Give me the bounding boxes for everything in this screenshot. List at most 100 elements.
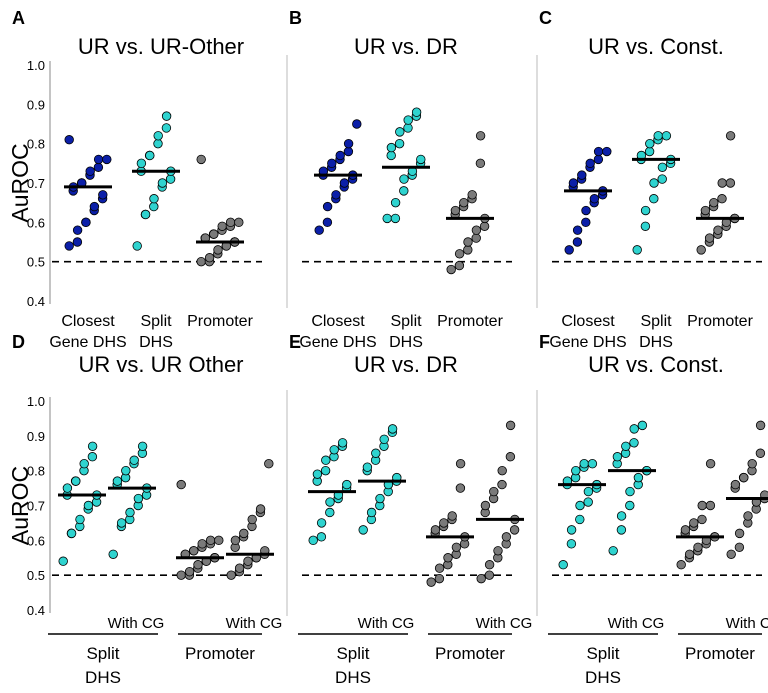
data-point bbox=[383, 214, 392, 223]
data-point bbox=[330, 445, 339, 454]
data-point bbox=[315, 226, 324, 235]
data-point bbox=[455, 261, 464, 270]
data-point bbox=[215, 536, 224, 545]
data-point bbox=[322, 456, 331, 465]
data-point bbox=[313, 470, 322, 479]
data-point bbox=[710, 198, 719, 207]
data-point bbox=[440, 519, 449, 528]
data-point bbox=[622, 442, 631, 451]
data-point bbox=[506, 421, 515, 430]
x-category-label: Split DHS bbox=[139, 313, 173, 351]
data-point bbox=[126, 508, 135, 517]
x-category-label: Closest Gene DHS bbox=[49, 313, 126, 351]
data-point bbox=[447, 265, 456, 274]
data-point bbox=[84, 501, 93, 510]
x-group-label: Split DHS bbox=[585, 644, 621, 687]
data-point bbox=[572, 466, 581, 475]
x-category-label: With CG bbox=[476, 615, 533, 632]
data-point bbox=[235, 564, 244, 573]
data-point bbox=[697, 246, 706, 255]
panel-title: UR vs. DR bbox=[354, 352, 458, 377]
data-point bbox=[338, 439, 347, 448]
data-point bbox=[617, 512, 626, 521]
data-point bbox=[162, 124, 171, 133]
data-point bbox=[748, 459, 757, 468]
y-tick-label: 0.9 bbox=[27, 97, 45, 112]
data-point bbox=[701, 206, 710, 215]
data-point bbox=[658, 175, 667, 184]
panel-title: UR vs. DR bbox=[354, 34, 458, 59]
data-point bbox=[594, 155, 603, 164]
data-point bbox=[177, 571, 186, 580]
data-point bbox=[490, 487, 499, 496]
data-point bbox=[344, 147, 353, 156]
data-point bbox=[134, 494, 143, 503]
data-point bbox=[404, 116, 413, 125]
data-point bbox=[646, 139, 655, 148]
data-point bbox=[185, 567, 194, 576]
panel-label: B bbox=[289, 8, 302, 28]
data-point bbox=[162, 112, 171, 121]
x-group-label: Split DHS bbox=[85, 644, 121, 687]
data-point bbox=[166, 175, 175, 184]
data-point bbox=[567, 540, 576, 549]
data-point bbox=[59, 557, 68, 566]
data-point bbox=[626, 501, 635, 510]
data-point bbox=[194, 560, 203, 569]
data-point bbox=[584, 498, 593, 507]
data-point bbox=[576, 501, 585, 510]
data-point bbox=[427, 578, 436, 587]
data-point bbox=[706, 501, 715, 510]
data-point bbox=[756, 421, 765, 430]
panel-title: UR vs. Const. bbox=[588, 352, 724, 377]
data-point bbox=[645, 147, 654, 156]
data-point bbox=[582, 206, 591, 215]
data-point bbox=[138, 442, 147, 451]
data-point bbox=[588, 459, 597, 468]
data-point bbox=[227, 571, 236, 580]
data-point bbox=[109, 550, 118, 559]
data-point bbox=[506, 452, 515, 461]
data-point bbox=[88, 452, 97, 461]
data-point bbox=[464, 238, 473, 247]
data-point bbox=[706, 459, 715, 468]
data-point bbox=[344, 139, 353, 148]
data-point bbox=[510, 526, 519, 535]
data-point bbox=[363, 463, 372, 472]
data-point bbox=[435, 574, 444, 583]
data-point bbox=[387, 151, 396, 160]
data-point bbox=[578, 171, 587, 180]
data-point bbox=[650, 194, 659, 203]
data-point bbox=[158, 179, 167, 188]
data-point bbox=[343, 480, 352, 489]
data-point bbox=[464, 246, 473, 255]
data-point bbox=[613, 452, 622, 461]
data-point bbox=[654, 132, 663, 141]
data-point bbox=[244, 557, 253, 566]
data-point bbox=[641, 206, 650, 215]
data-point bbox=[735, 543, 744, 552]
data-point bbox=[586, 159, 595, 168]
data-point bbox=[698, 515, 707, 524]
data-point bbox=[650, 179, 659, 188]
data-point bbox=[340, 179, 349, 188]
data-point bbox=[480, 222, 489, 231]
panel-label: E bbox=[289, 332, 301, 352]
data-point bbox=[718, 194, 727, 203]
x-category-label: With CG bbox=[608, 615, 665, 632]
y-axis-label: AuROC bbox=[7, 466, 33, 545]
data-point bbox=[573, 238, 582, 247]
y-tick-label: 0.4 bbox=[27, 294, 45, 309]
panel-label: A bbox=[12, 8, 25, 28]
data-point bbox=[630, 439, 639, 448]
x-group-label: Promoter bbox=[185, 644, 255, 663]
data-point bbox=[569, 179, 578, 188]
data-point bbox=[705, 234, 714, 243]
data-point bbox=[65, 242, 74, 251]
data-point bbox=[565, 246, 574, 255]
data-point bbox=[727, 550, 736, 559]
x-group-label: Promoter bbox=[685, 644, 755, 663]
data-point bbox=[448, 512, 457, 521]
x-category-label: Closest Gene DHS bbox=[299, 313, 376, 351]
y-tick-label: 0.5 bbox=[27, 255, 45, 270]
